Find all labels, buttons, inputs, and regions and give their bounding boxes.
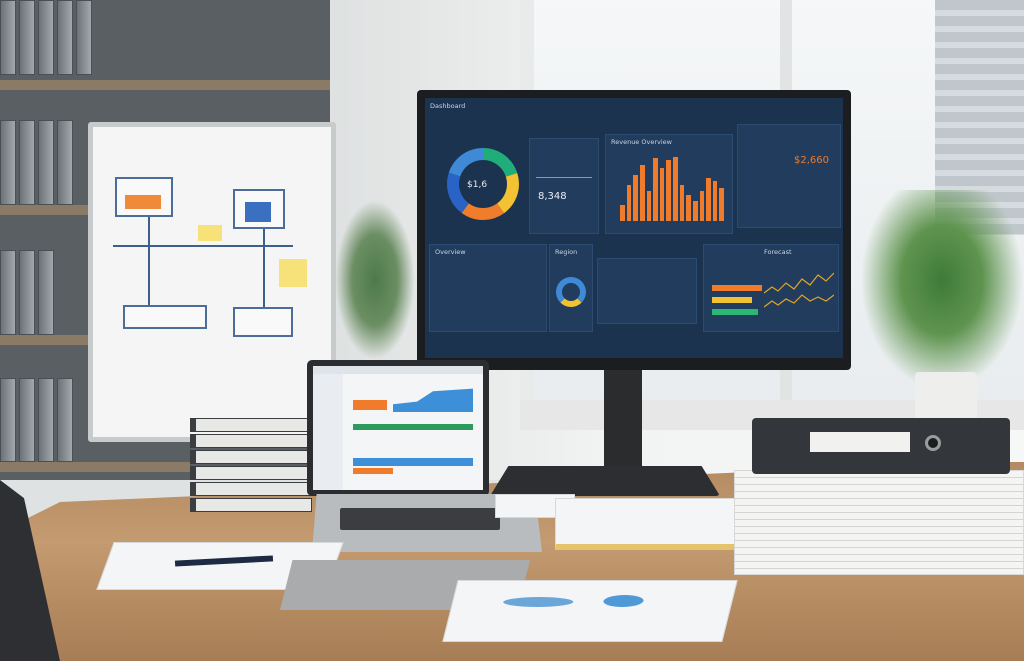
laptop-row-bar <box>353 458 473 466</box>
diagram-bars <box>125 195 161 209</box>
binder-ring <box>925 435 941 451</box>
monitor-base <box>490 466 720 496</box>
donut-chart <box>447 148 519 220</box>
bar <box>712 181 718 221</box>
laptop-toolbar <box>313 366 483 374</box>
dashboard-title: Dashboard <box>430 102 466 110</box>
stats-panel: $2,660 <box>737 124 841 228</box>
sticky-note <box>198 225 222 241</box>
donut-segment <box>447 148 519 220</box>
bar <box>673 156 678 221</box>
report-chart <box>601 595 645 607</box>
plant <box>335 200 415 360</box>
binder-row <box>0 0 92 75</box>
small-donut <box>556 277 586 307</box>
donut-value: $1,6 <box>467 180 488 190</box>
series-line <box>764 294 834 308</box>
forecast-panel: Forecast <box>703 244 839 332</box>
report-chart <box>501 597 575 607</box>
panel-title: Region <box>555 248 578 256</box>
laptop-row-bar <box>353 424 473 430</box>
paper-stack <box>555 498 740 550</box>
bar <box>659 168 665 221</box>
binder-row <box>0 250 54 335</box>
diagram-box <box>123 305 207 329</box>
bar <box>633 174 638 221</box>
book-stack <box>190 418 312 512</box>
kpi-panel: 8,348 <box>529 138 599 234</box>
binder-row <box>0 120 73 205</box>
bar-chart-panel: Revenue Overview <box>605 134 733 234</box>
shelf-board <box>0 80 330 90</box>
diagram-line <box>263 229 265 309</box>
shelf-board <box>0 205 95 215</box>
bar <box>699 191 705 221</box>
legend-panel <box>597 258 697 324</box>
laptop-row-bar <box>353 468 393 474</box>
donut-panel: $1,6 <box>429 128 521 238</box>
gantt-bar <box>712 285 762 291</box>
laptop-dashboard <box>313 366 483 490</box>
bar <box>706 178 711 221</box>
laptop-sidebar <box>313 374 343 490</box>
bar <box>686 194 691 221</box>
gantt-bar <box>712 309 758 315</box>
bar-panel-title: Revenue Overview <box>611 138 672 146</box>
shelf-board <box>0 462 190 472</box>
bar <box>639 164 645 221</box>
shelf-board <box>0 335 95 345</box>
bar <box>692 201 698 221</box>
gantt-bar <box>712 297 752 303</box>
panel-title: Forecast <box>764 248 792 256</box>
binder-label <box>810 432 910 452</box>
bar <box>620 204 625 221</box>
monitor: Dashboard $1,6 8,348 Revenue Overview $2… <box>417 90 851 370</box>
monitor-stand <box>604 368 642 473</box>
document-stack <box>734 470 1024 575</box>
donut-segment <box>447 148 519 220</box>
dashboard-screen: Dashboard $1,6 8,348 Revenue Overview $2… <box>425 98 843 358</box>
series-line <box>764 272 834 294</box>
binder-row <box>0 378 73 462</box>
plant-pot <box>915 372 977 426</box>
diagram-line <box>148 217 150 307</box>
report-sheet <box>442 580 738 642</box>
sticky-note <box>279 259 307 287</box>
panel-title: Overview <box>435 248 466 256</box>
kpi-value: 8,348 <box>538 191 567 202</box>
donut-segment <box>447 148 519 220</box>
bar <box>719 188 724 221</box>
bar <box>626 184 632 221</box>
diagram-line <box>113 245 293 247</box>
diagram-box <box>233 307 293 337</box>
laptop-bar-chart <box>353 400 387 410</box>
bar-chart <box>620 155 724 221</box>
bar <box>653 158 658 221</box>
whiteboard <box>88 122 336 442</box>
laptop-area-chart <box>393 388 473 412</box>
diagram-bars <box>245 202 271 222</box>
region-panel: Region <box>549 244 593 332</box>
plant <box>860 190 1024 390</box>
bar <box>666 160 671 221</box>
laptop-screen <box>307 360 489 496</box>
overview-panel: Overview <box>429 244 547 332</box>
line-chart <box>764 272 834 308</box>
bar <box>646 191 652 221</box>
laptop-keyboard <box>340 508 500 530</box>
kpi-top-value: $2,660 <box>794 155 829 166</box>
bar <box>679 184 685 221</box>
donut-segment <box>447 148 519 220</box>
divider <box>536 177 592 178</box>
